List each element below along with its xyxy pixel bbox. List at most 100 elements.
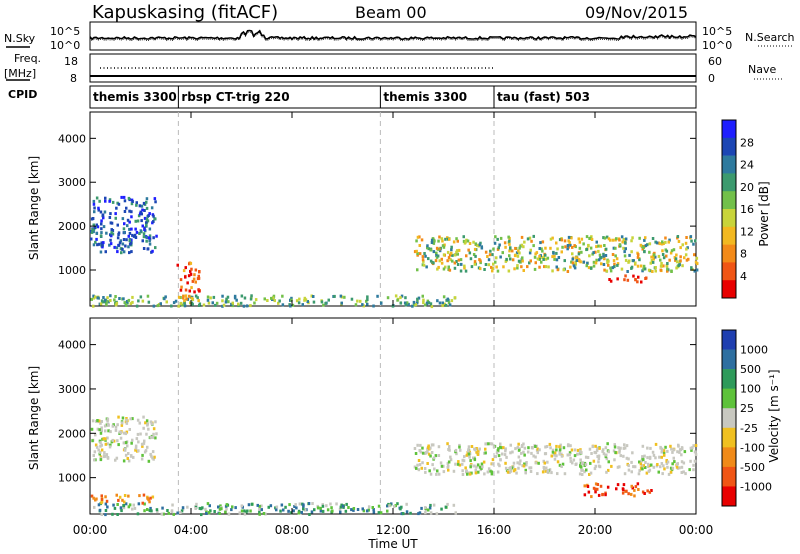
echo-cell — [215, 301, 219, 305]
echo-cell — [604, 455, 608, 459]
echo-cell — [677, 264, 680, 268]
echo-cell — [184, 275, 187, 279]
echo-cell — [426, 462, 429, 465]
echo-cell — [191, 302, 194, 306]
echo-cell — [652, 255, 655, 259]
echo-cell — [484, 451, 487, 455]
echo-cell — [607, 468, 610, 472]
echo-cell — [648, 250, 651, 254]
echo-cell — [366, 302, 369, 306]
echo-cell — [113, 245, 116, 249]
echo-cell — [670, 447, 673, 451]
echo-cell — [694, 444, 698, 447]
echo-cell — [189, 301, 192, 305]
echo-cell — [584, 455, 588, 459]
noise-tick-left-bottom: 10^0 — [50, 39, 80, 52]
echo-cell — [302, 507, 305, 511]
echo-cell — [500, 452, 504, 456]
echo-cell — [442, 464, 445, 468]
echo-cell — [147, 300, 151, 304]
echo-cell — [598, 258, 601, 262]
echo-cell — [243, 296, 247, 300]
echo-cell — [104, 301, 108, 305]
echo-cell — [335, 502, 338, 506]
echo-cell — [457, 248, 461, 252]
echo-cell — [134, 444, 138, 448]
echo-cell — [593, 467, 597, 471]
echo-cell — [513, 267, 516, 271]
colorbar-swatch — [722, 173, 736, 192]
echo-cell — [688, 468, 691, 472]
echo-cell — [104, 429, 107, 433]
echo-cell — [429, 302, 433, 306]
echo-cell — [339, 510, 342, 514]
echo-cell — [231, 505, 234, 509]
echo-cell — [184, 288, 188, 292]
echo-cell — [429, 446, 432, 450]
colorbar-swatch — [722, 191, 736, 210]
echo-cell — [692, 468, 695, 472]
echo-cell — [114, 212, 117, 216]
y-tick-label: 2000 — [58, 220, 86, 233]
colorbar-swatch — [722, 486, 736, 507]
echo-cell — [280, 503, 284, 507]
echo-cell — [115, 493, 118, 497]
echo-cell — [569, 243, 572, 247]
echo-cell — [499, 255, 502, 259]
echo-cell — [481, 465, 484, 469]
echo-cell — [623, 443, 626, 447]
echo-cell — [405, 301, 409, 305]
echo-cell — [652, 257, 655, 261]
echo-cell — [639, 264, 643, 268]
echo-cell — [422, 263, 426, 267]
echo-cell — [509, 246, 512, 250]
echo-cell — [668, 238, 671, 242]
echo-cell — [623, 250, 626, 254]
echo-cell — [555, 448, 558, 452]
echo-cell — [550, 471, 553, 475]
echo-cell — [393, 505, 396, 508]
echo-cell — [689, 446, 693, 450]
echo-cell — [628, 253, 631, 257]
echo-cell — [302, 503, 305, 507]
echo-cell — [149, 452, 152, 456]
echo-cell — [627, 464, 630, 468]
echo-cell — [176, 263, 179, 267]
echo-cell — [622, 483, 626, 487]
echo-cell — [553, 453, 556, 457]
echo-cell — [594, 487, 597, 491]
echo-cell — [577, 237, 580, 241]
echo-cell — [200, 513, 203, 517]
echo-cell — [661, 249, 664, 253]
echo-cell — [534, 445, 537, 448]
echo-cell — [97, 242, 101, 246]
echo-cell — [331, 509, 334, 513]
echo-cell — [607, 263, 610, 267]
echo-cell — [146, 294, 150, 298]
echo-cell — [562, 446, 566, 450]
echo-cell — [140, 219, 143, 223]
echo-cell — [616, 262, 620, 266]
echo-cell — [415, 466, 418, 470]
echo-cell — [473, 262, 477, 266]
echo-cell — [125, 418, 128, 422]
echo-cell — [122, 227, 126, 231]
echo-cell — [92, 296, 96, 300]
echo-cell — [501, 251, 504, 255]
echo-cell — [92, 496, 95, 500]
echo-cell — [90, 230, 94, 234]
echo-cell — [685, 258, 689, 262]
echo-cell — [652, 465, 656, 469]
echo-cell — [590, 452, 593, 455]
echo-cell — [503, 453, 507, 457]
echo-cell — [435, 472, 438, 476]
echo-cell — [522, 442, 525, 446]
echo-cell — [151, 456, 154, 460]
echo-cell — [122, 238, 126, 241]
echo-cell — [258, 507, 261, 511]
echo-cell — [453, 266, 457, 270]
echo-cell — [273, 299, 276, 303]
echo-cell — [422, 259, 425, 263]
echo-cell — [240, 504, 244, 508]
